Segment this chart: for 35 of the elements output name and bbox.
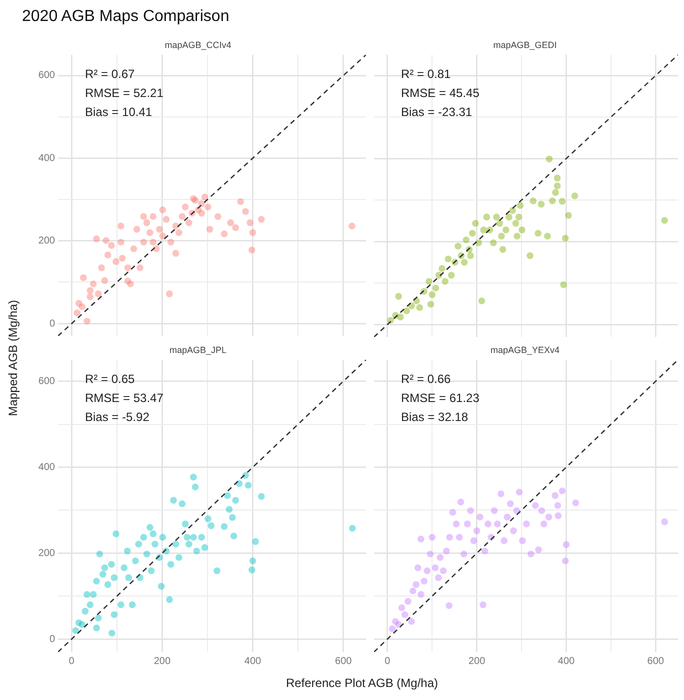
annotation: RMSE = 53.47 [85, 391, 164, 406]
chart-subtitle: mapAGB_CCIv4 [164, 40, 232, 50]
annotation: RMSE = 45.45 [401, 86, 480, 100]
annotation: R² = 0.65 [85, 372, 136, 386]
y-tick-label: 200 [38, 548, 56, 559]
chart-subtitle: mapAGB_YEXv4 [490, 344, 560, 355]
x-tick-label: 600 [647, 656, 664, 667]
annotation: Bias = 10.41 [85, 105, 152, 120]
x-tick-label: 0 [384, 656, 391, 667]
chart-subtitle: mapAGB_JPL [169, 344, 227, 355]
x-tick-label: 200 [154, 656, 171, 667]
x-tick-label: 600 [335, 656, 352, 667]
annotation: RMSE = 61.23 [401, 391, 480, 406]
annotation: Bias = -5.92 [85, 410, 150, 424]
y-axis-title: Mapped AGB (Mg/ha) [6, 300, 20, 416]
y-tick-label: 0 [49, 318, 56, 330]
annotation: Bias = 32.18 [401, 410, 468, 424]
y-tick-label: 400 [38, 462, 56, 473]
y-tick-label: 200 [38, 236, 56, 247]
y-tick-label: 600 [38, 376, 56, 388]
annotation: R² = 0.81 [401, 67, 452, 82]
annotation: RMSE = 52.21 [85, 86, 164, 100]
y-tick-label: 600 [38, 70, 56, 82]
x-axis-title: Reference Plot AGB (Mg/ha) [284, 676, 440, 690]
x-tick-label: 400 [244, 656, 262, 667]
annotation: R² = 0.66 [401, 372, 452, 386]
y-tick-label: 0 [49, 634, 56, 645]
y-tick-label: 400 [38, 152, 56, 164]
x-tick-label: 200 [468, 656, 486, 667]
annotation: Bias = -23.31 [401, 105, 472, 120]
chart-title: 2020 AGB Maps Comparison [22, 8, 230, 26]
annotation: R² = 0.67 [85, 67, 136, 82]
x-tick-label: 400 [558, 656, 576, 667]
chart-subtitle: mapAGB_GEDI [493, 40, 557, 50]
x-tick-label: 0 [68, 656, 75, 667]
